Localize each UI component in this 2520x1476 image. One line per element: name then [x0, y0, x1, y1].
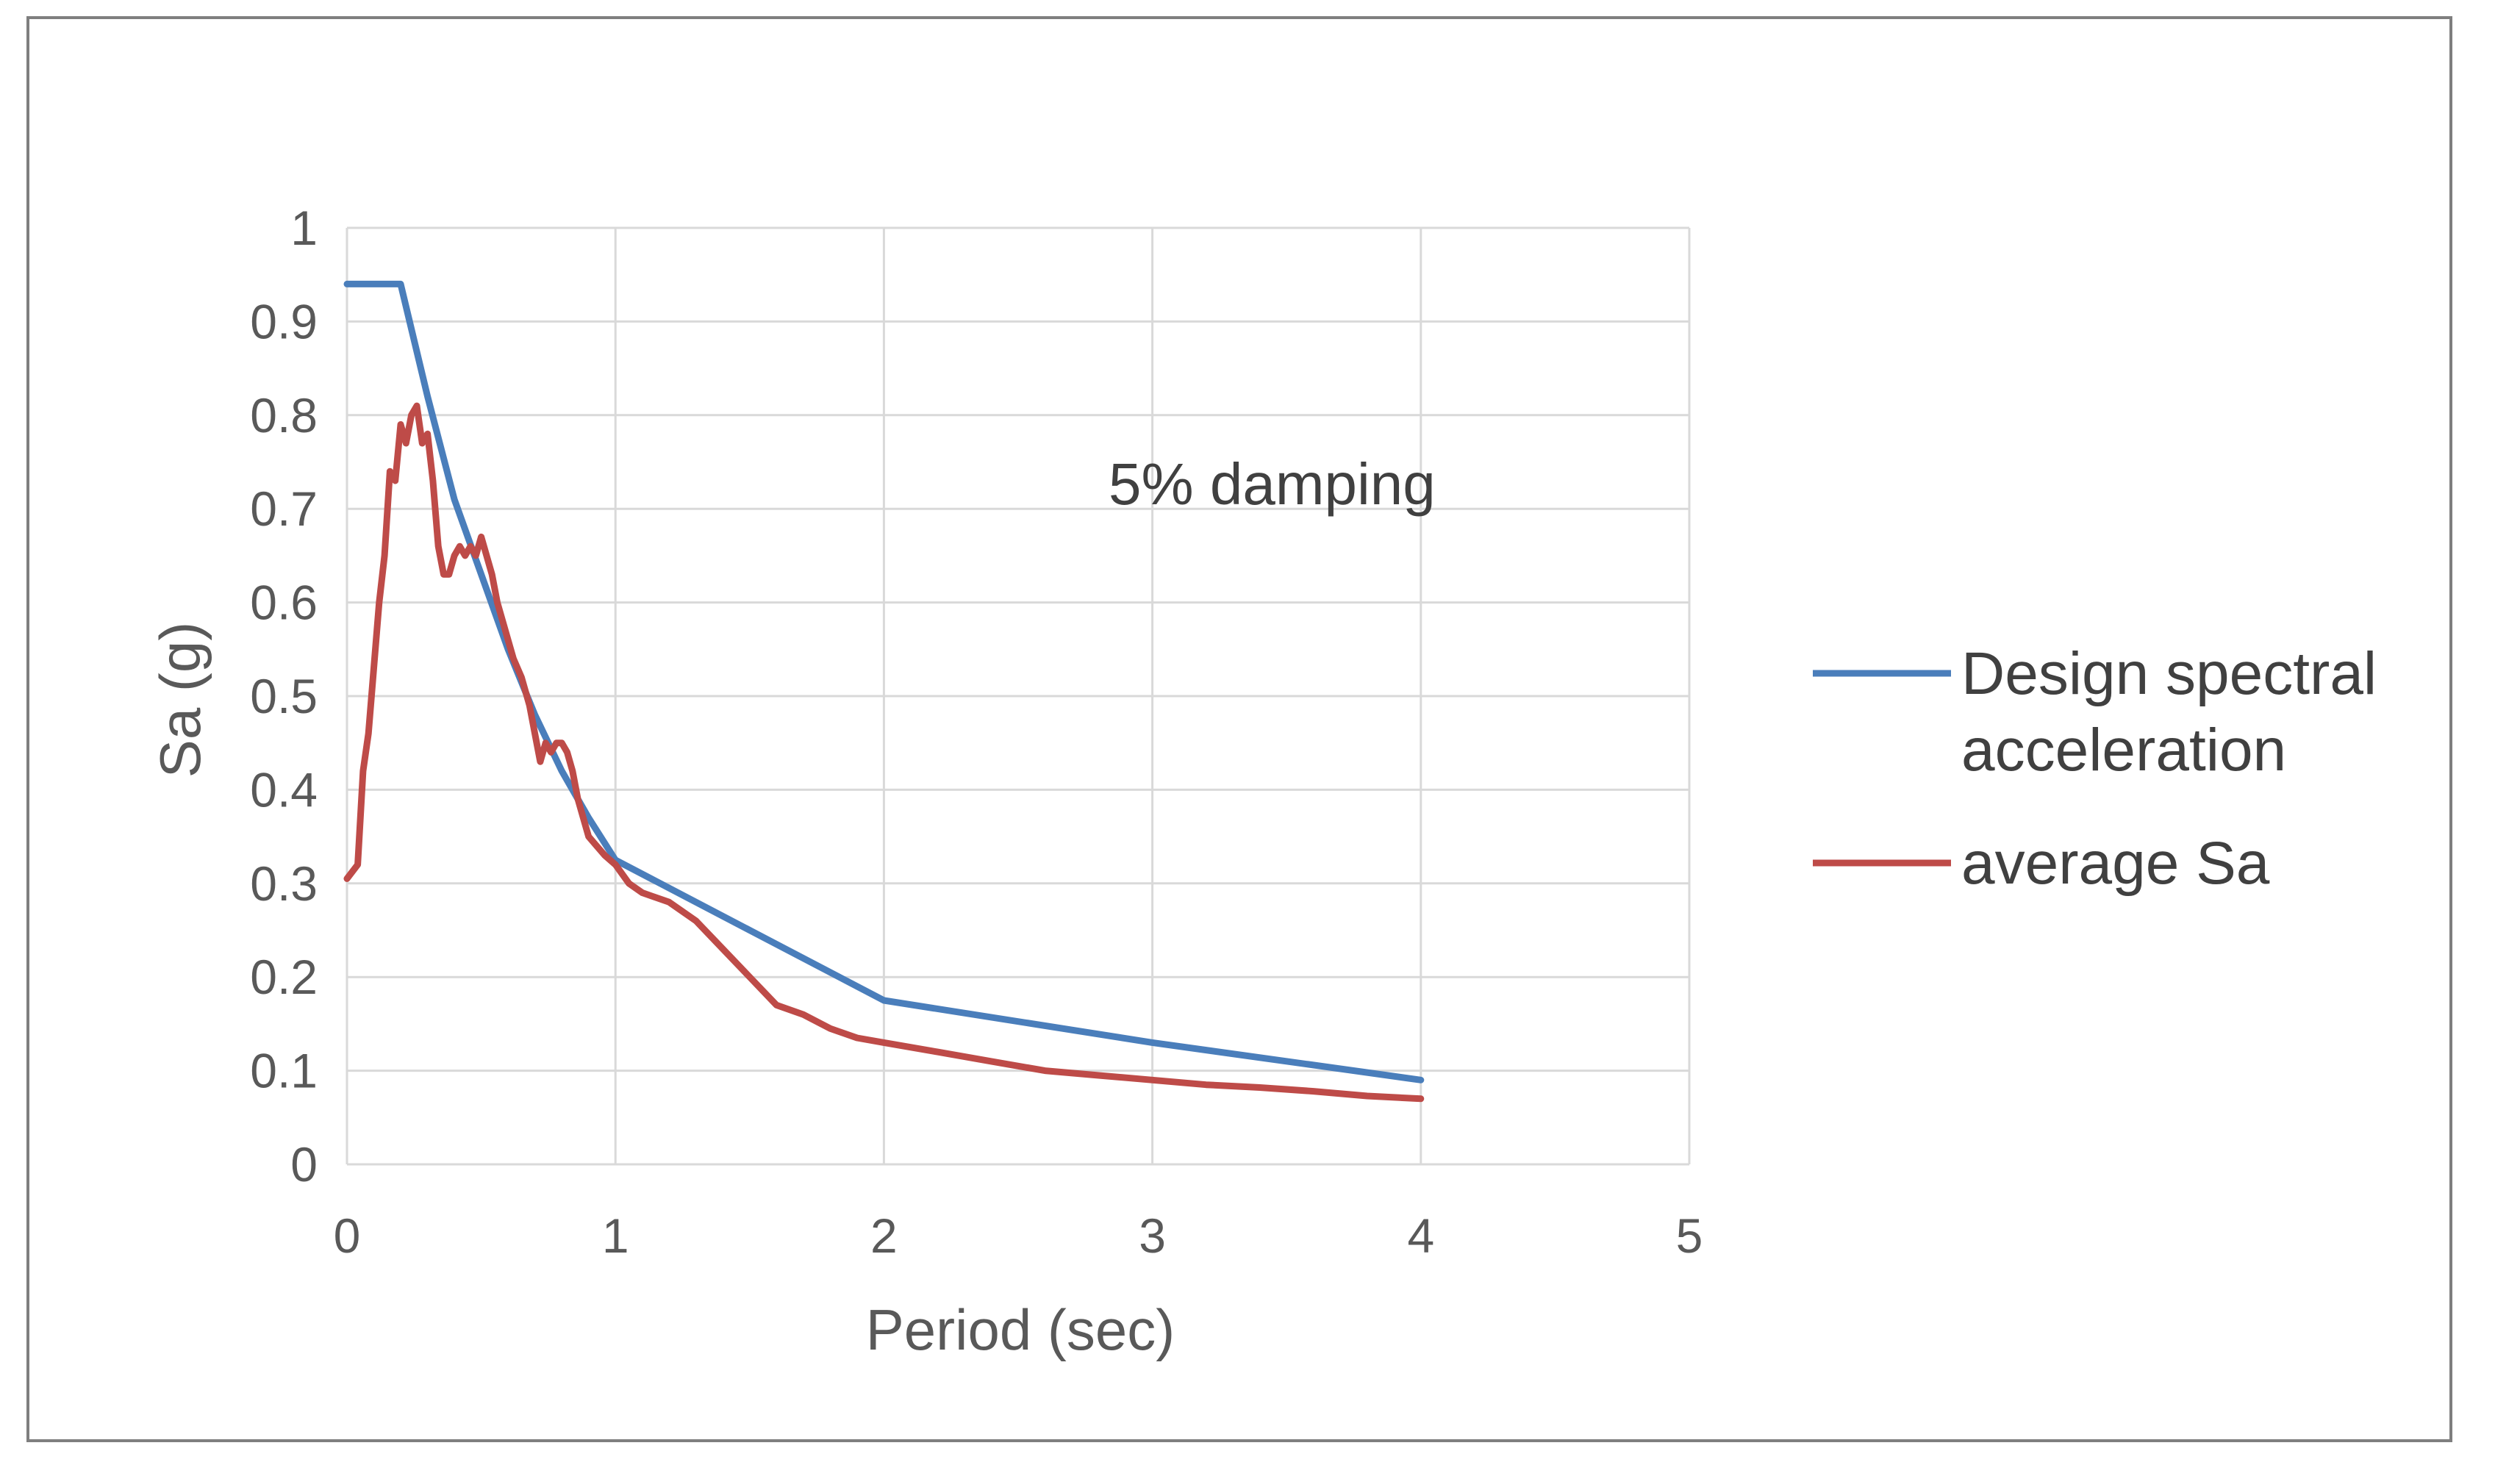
legend: Design spectral acceleration average Sa	[1813, 640, 2377, 897]
x-axis-title: Period (sec)	[866, 1297, 1175, 1362]
legend-label-design-line1: Design spectral	[1961, 640, 2377, 707]
y-tick-label: 0.5	[250, 669, 318, 723]
annotation-damping: 5% damping	[1109, 451, 1436, 517]
y-tick-label: 0.7	[250, 481, 318, 536]
y-tick-label: 0.3	[250, 856, 318, 911]
y-tick-label: 0.9	[250, 294, 318, 348]
y-tick-label: 0.8	[250, 388, 318, 443]
y-tick-label: 1	[290, 201, 318, 255]
tick-labels: 0 0.1 0.2 0.3 0.4 0.5 0.6 0.7 0.8 0.9 1 0 1 2 3 4 5	[250, 201, 1703, 1263]
series-line-average	[343, 402, 1425, 1103]
series-lines	[343, 280, 1425, 1103]
chart-frame: 0 0.1 0.2 0.3 0.4 0.5 0.6 0.7 0.8 0.9 1 0 1 2 3 4 5 5% d…	[26, 16, 2452, 1442]
legend-label-design-line2: acceleration	[1961, 717, 2286, 784]
chart-svg: 0 0.1 0.2 0.3 0.4 0.5 0.6 0.7 0.8 0.9 1 0 1 2 3 4 5 5% d…	[148, 201, 2377, 1362]
x-tick-label: 3	[1139, 1208, 1166, 1263]
y-tick-label: 0.6	[250, 576, 318, 630]
y-tick-label: 0.2	[250, 950, 318, 1004]
legend-label-average: average Sa	[1961, 830, 2270, 897]
x-tick-label: 1	[602, 1208, 629, 1263]
x-tick-label: 5	[1676, 1208, 1703, 1263]
y-tick-label: 0	[290, 1137, 318, 1192]
grid	[346, 226, 1691, 1166]
x-tick-label: 0	[334, 1208, 361, 1263]
y-tick-label: 0.4	[250, 762, 318, 817]
x-tick-label: 4	[1407, 1208, 1434, 1263]
x-tick-label: 2	[870, 1208, 898, 1263]
y-axis-title: Sa (g)	[148, 622, 212, 778]
y-tick-label: 0.1	[250, 1044, 318, 1098]
